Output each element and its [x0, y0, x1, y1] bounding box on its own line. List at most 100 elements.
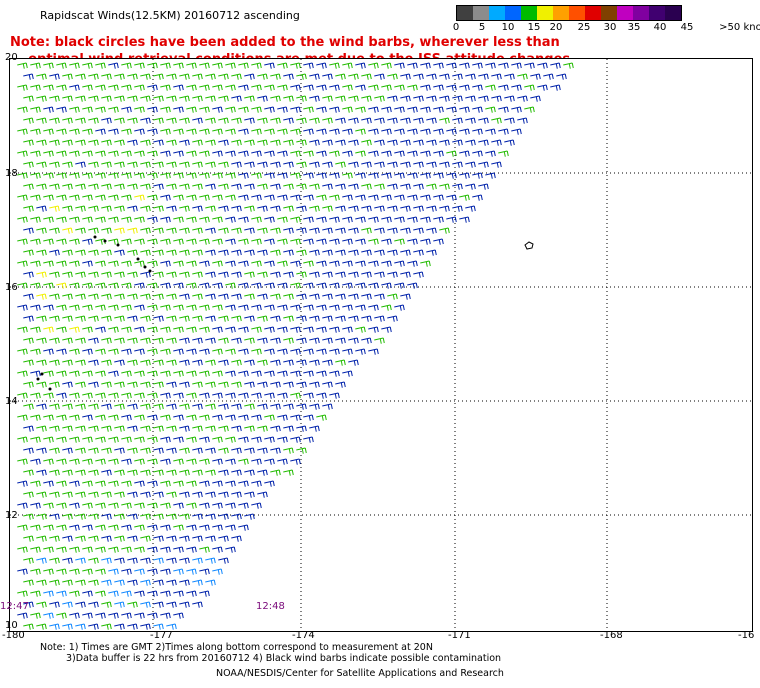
wind-barb: [355, 128, 366, 135]
wind-barb: [205, 469, 216, 476]
wind-barb: [127, 491, 138, 498]
wind-barb: [127, 403, 138, 410]
wind-barb: [433, 216, 444, 223]
wind-barb: [179, 139, 190, 146]
wind-barb: [472, 62, 483, 69]
wind-barb: [277, 150, 288, 157]
wind-barb: [30, 150, 41, 157]
wind-barb: [348, 73, 359, 80]
wind-barb: [517, 117, 528, 124]
wind-barb: [231, 161, 242, 168]
wind-barb: [166, 117, 177, 124]
wind-barb: [426, 227, 437, 234]
wind-barb: [95, 304, 106, 311]
wind-barb: [49, 249, 60, 256]
wind-barb: [121, 128, 132, 135]
wind-barb: [140, 161, 151, 168]
wind-barb: [218, 315, 229, 322]
wind-barb: [43, 172, 54, 179]
wind-barb: [472, 128, 483, 135]
wind-barb: [283, 447, 294, 454]
wind-barb: [238, 480, 249, 487]
wind-barb: [166, 227, 177, 234]
wind-barb: [166, 183, 177, 190]
wind-barb: [225, 172, 236, 179]
wind-barb: [82, 524, 93, 531]
wind-barb: [36, 271, 47, 278]
wind-barb: [290, 260, 301, 267]
wind-barb: [413, 249, 424, 256]
contamination-dot: [93, 235, 97, 239]
wind-barb: [212, 260, 223, 267]
wind-barb: [361, 73, 372, 80]
wind-barb: [329, 238, 340, 245]
wind-barb: [186, 106, 197, 113]
wind-barb: [283, 249, 294, 256]
wind-barb: [368, 150, 379, 157]
wind-barb: [264, 326, 275, 333]
wind-barb: [290, 150, 301, 157]
wind-barb: [95, 216, 106, 223]
wind-barb: [114, 403, 125, 410]
wind-barb: [134, 546, 145, 553]
wind-barb: [82, 612, 93, 619]
wind-barb: [218, 249, 229, 256]
wind-barb: [309, 293, 320, 300]
wind-barb: [30, 348, 41, 355]
wind-barb: [134, 590, 145, 597]
wind-barb: [335, 95, 346, 102]
wind-barb: [140, 513, 151, 520]
wind-barb: [335, 249, 346, 256]
wind-barb: [186, 260, 197, 267]
wind-barb: [290, 414, 301, 421]
wind-barb: [69, 568, 80, 575]
wind-barb: [179, 95, 190, 102]
wind-barb: [69, 282, 80, 289]
wind-barb: [127, 315, 138, 322]
wind-barb: [147, 590, 158, 597]
wind-barb: [153, 513, 164, 520]
wind-barb: [140, 359, 151, 366]
wind-barb: [329, 216, 340, 223]
wind-barb: [381, 84, 392, 91]
wind-barb: [257, 249, 268, 256]
wind-barb: [179, 293, 190, 300]
wind-barb: [251, 238, 262, 245]
wind-barb: [296, 73, 307, 80]
wind-barb: [30, 502, 41, 509]
wind-barb: [205, 161, 216, 168]
wind-barb: [420, 62, 431, 69]
wind-barb: [95, 370, 106, 377]
wind-barb: [17, 326, 28, 333]
wind-barb: [108, 436, 119, 443]
wind-barb: [368, 84, 379, 91]
wind-barb: [134, 260, 145, 267]
wind-barb: [316, 392, 327, 399]
wind-barb: [257, 293, 268, 300]
wind-barb: [69, 84, 80, 91]
wind-barb: [212, 436, 223, 443]
wind-barb: [153, 205, 164, 212]
wind-barb: [244, 293, 255, 300]
wind-barb: [49, 293, 60, 300]
wind-barb: [56, 282, 67, 289]
wind-barb: [485, 128, 496, 135]
wind-barb: [251, 392, 262, 399]
wind-barb: [160, 546, 171, 553]
wind-barb: [75, 381, 86, 388]
wind-barb: [322, 359, 333, 366]
wind-barb: [433, 84, 444, 91]
wind-barb: [498, 106, 509, 113]
wind-barb: [420, 260, 431, 267]
wind-barb: [121, 458, 132, 465]
wind-barb: [160, 216, 171, 223]
wind-barb: [56, 348, 67, 355]
wind-barb: [283, 293, 294, 300]
wind-barb: [114, 425, 125, 432]
wind-barb: [127, 513, 138, 520]
wind-barb: [62, 535, 73, 542]
wind-barb: [205, 183, 216, 190]
wind-barb: [75, 601, 86, 608]
wind-barb: [368, 282, 379, 289]
wind-barb: [114, 601, 125, 608]
